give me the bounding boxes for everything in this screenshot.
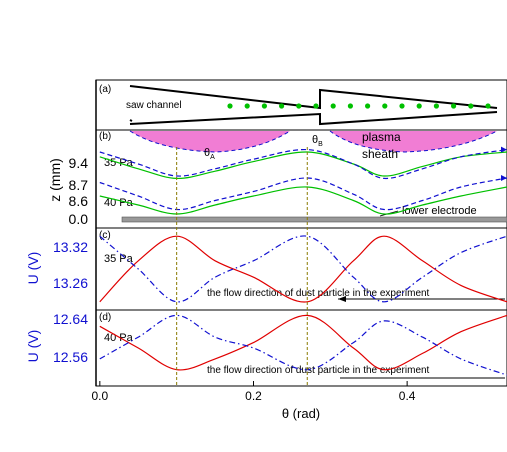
sheath-label: sheath — [362, 147, 398, 161]
panel-a-label: (a) — [99, 84, 111, 95]
y-axis-label-u-c: U (V) — [25, 252, 41, 285]
dust-particle — [382, 103, 388, 109]
saw-top-edge — [129, 85, 498, 110]
flow-direction-label-d: the flow direction of dust particle in t… — [207, 365, 430, 376]
theta-a-marker: θA — [204, 147, 215, 161]
theta-guides — [176, 147, 308, 386]
theta-b-marker: θB — [312, 134, 323, 148]
y-tick-12-64: 12.64 — [53, 311, 88, 327]
y-tick-12-56: 12.56 — [53, 349, 88, 365]
flow-arrowhead-c — [338, 296, 346, 302]
dust-particle — [399, 103, 405, 109]
theta-a-subscript: A — [210, 154, 215, 161]
y-tick-8-7: 8.7 — [69, 177, 89, 193]
series-arrowhead — [501, 146, 507, 153]
y-tick-8-6: 8.6 — [69, 193, 89, 209]
dust-particle — [330, 103, 336, 109]
theta-b-subscript: B — [318, 141, 323, 148]
dust-particle — [227, 103, 233, 109]
x-ticks: 0.0 0.2 0.4 — [91, 381, 416, 403]
plasma-region-right — [330, 131, 497, 152]
panel-d-label: (d) — [99, 312, 111, 323]
panel-b-series — [99, 146, 507, 215]
sheath-edge-left — [129, 130, 291, 153]
panel-b-series-line — [99, 148, 507, 180]
series-arrowhead — [501, 175, 507, 181]
panel-c-series — [99, 235, 507, 303]
panel-b: (b) plasma sheath 35 Pa 40 Pa 9.4 8.7 8.… — [47, 129, 507, 229]
pressure-label-40: 40 Pa — [104, 197, 134, 209]
dust-particle — [261, 103, 267, 109]
y-tick-13-32: 13.32 — [53, 239, 88, 255]
dust-particles — [227, 103, 491, 109]
panel-a: (a) saw channel — [95, 79, 507, 131]
dust-particle — [468, 103, 474, 109]
panel-c: (c) 35 Pa 13.32 13.26 U (V) the flow dir… — [25, 227, 507, 311]
x-axis-label: θ (rad) — [282, 406, 320, 421]
panel-b-label: (b) — [99, 131, 111, 142]
panel-b-y-axis: 9.4 8.7 8.6 0.0 z (mm) — [47, 155, 88, 227]
y-tick-13-26: 13.26 — [53, 275, 88, 291]
panel-d: (d) 40 Pa 12.64 12.56 U (V) the flow dir… — [25, 309, 507, 387]
panel-b-series-line — [99, 151, 507, 180]
dust-particle — [451, 103, 457, 109]
dust-particle — [416, 103, 422, 109]
x-axis: 0.0 0.2 0.4 θ (rad) — [91, 381, 416, 421]
dust-particle — [433, 103, 439, 109]
dust-particle — [296, 103, 302, 109]
plasma-region-left — [130, 131, 290, 152]
x-tick-label: 0.4 — [399, 389, 416, 403]
panel-d-series-line — [99, 314, 507, 371]
panel-c-series-line — [99, 235, 507, 303]
dust-particle — [365, 103, 371, 109]
dust-particle — [347, 103, 353, 109]
y-tick-9-4: 9.4 — [69, 155, 89, 171]
dust-particle — [244, 103, 250, 109]
panel-c-label: (c) — [99, 230, 111, 241]
panel-c-series-line — [99, 235, 507, 303]
x-tick-label: 0.0 — [91, 389, 108, 403]
y-axis-label-u-d: U (V) — [25, 330, 41, 363]
sheath-edge-right — [329, 130, 498, 153]
dust-particle — [279, 103, 285, 109]
lower-electrode-label: lower electrode — [402, 205, 477, 217]
y-axis-label-z: z (mm) — [47, 158, 63, 202]
pressure-label-35-c: 35 Pa — [104, 253, 134, 265]
theta-a-symbol: θ — [204, 147, 210, 159]
plasma-label: plasma — [362, 130, 401, 144]
dust-particle — [485, 103, 491, 109]
lower-electrode — [121, 216, 507, 223]
flow-direction-label-c: the flow direction of dust particle in t… — [207, 288, 430, 299]
theta-b-symbol: θ — [312, 134, 318, 146]
y-tick-0-0: 0.0 — [69, 211, 89, 227]
saw-channel-label: saw channel — [126, 100, 182, 111]
x-tick-label: 0.2 — [245, 389, 262, 403]
dust-particle — [313, 103, 319, 109]
saw-bottom-edge — [129, 111, 498, 126]
